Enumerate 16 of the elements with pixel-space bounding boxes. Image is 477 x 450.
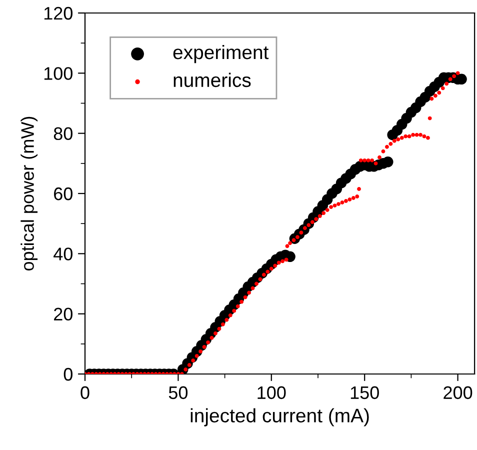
y-tick-label: 100 bbox=[44, 67, 72, 80]
x-tick-label: 0 bbox=[80, 386, 90, 400]
y-tick-label: 40 bbox=[54, 248, 72, 260]
legend-label: numerics bbox=[174, 72, 251, 88]
y-tick-label: 80 bbox=[54, 127, 72, 140]
x-tick-label: 50 bbox=[168, 386, 188, 400]
x-axis-title: injected current (mA) bbox=[190, 408, 369, 426]
y-tick-label: 120 bbox=[44, 6, 72, 20]
x-tick-label: 100 bbox=[258, 386, 286, 400]
x-tick-label: 200 bbox=[444, 386, 472, 400]
y-tick-label: 20 bbox=[54, 308, 72, 321]
legend-label: experiment bbox=[173, 44, 269, 64]
y-tick-label: 60 bbox=[54, 187, 72, 200]
y-tick-label: 0 bbox=[64, 368, 72, 381]
x-tick-label: 150 bbox=[350, 386, 379, 400]
y-axis-title: optical power (mW) bbox=[20, 116, 38, 270]
